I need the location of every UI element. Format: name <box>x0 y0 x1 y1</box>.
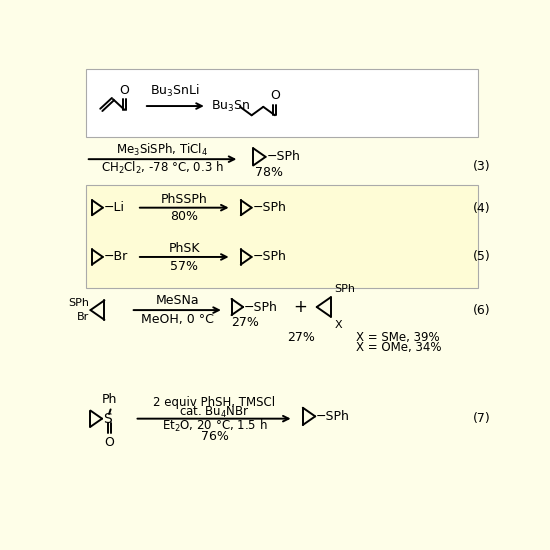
Text: S: S <box>103 411 112 426</box>
Text: X = SMe, 39%: X = SMe, 39% <box>355 331 439 344</box>
Text: (3): (3) <box>473 160 491 173</box>
Text: CH$_2$Cl$_2$, -78 °C, 0.3 h: CH$_2$Cl$_2$, -78 °C, 0.3 h <box>101 161 224 177</box>
Text: 80%: 80% <box>170 211 198 223</box>
Text: 27%: 27% <box>232 316 260 329</box>
Text: Bu$_3$SnLi: Bu$_3$SnLi <box>150 83 200 99</box>
Text: Et$_2$O, 20 °C, 1.5 h: Et$_2$O, 20 °C, 1.5 h <box>162 419 267 434</box>
Text: O: O <box>104 436 114 449</box>
Text: −SPh: −SPh <box>244 300 278 313</box>
Text: 2 equiv PhSH, TMSCl: 2 equiv PhSH, TMSCl <box>153 396 276 409</box>
Text: −SPh: −SPh <box>316 410 350 423</box>
Text: X: X <box>334 320 342 330</box>
Text: −Li: −Li <box>103 201 125 214</box>
Text: PhSSPh: PhSSPh <box>161 192 207 206</box>
Bar <box>86 69 478 137</box>
Bar <box>86 185 478 288</box>
Text: MeSNa: MeSNa <box>156 294 199 307</box>
Text: −SPh: −SPh <box>252 250 287 263</box>
Text: Br: Br <box>76 312 89 322</box>
Text: (7): (7) <box>473 412 491 425</box>
Text: SPh: SPh <box>334 284 355 294</box>
Text: Bu$_3$Sn: Bu$_3$Sn <box>211 99 250 114</box>
Text: cat. Bu$_4$NBr: cat. Bu$_4$NBr <box>179 405 250 420</box>
Text: 78%: 78% <box>255 166 283 179</box>
Text: −SPh: −SPh <box>267 150 301 163</box>
Text: 76%: 76% <box>201 430 228 443</box>
Text: MeOH, 0 °C: MeOH, 0 °C <box>141 313 214 326</box>
Text: O: O <box>270 89 280 102</box>
Text: −SPh: −SPh <box>252 201 287 214</box>
Text: −Br: −Br <box>103 250 128 263</box>
Text: Me$_3$SiSPh, TiCl$_4$: Me$_3$SiSPh, TiCl$_4$ <box>117 142 208 158</box>
Text: X = OMe, 34%: X = OMe, 34% <box>355 342 441 354</box>
Text: PhSK: PhSK <box>168 242 200 255</box>
Text: 27%: 27% <box>287 331 315 344</box>
Text: SPh: SPh <box>68 298 89 308</box>
Text: (5): (5) <box>473 250 491 263</box>
Text: +: + <box>293 298 307 316</box>
Text: Ph: Ph <box>101 393 117 406</box>
Text: O: O <box>119 84 129 97</box>
Text: 57%: 57% <box>170 260 198 273</box>
Text: (6): (6) <box>473 304 491 317</box>
Text: (4): (4) <box>473 202 491 215</box>
